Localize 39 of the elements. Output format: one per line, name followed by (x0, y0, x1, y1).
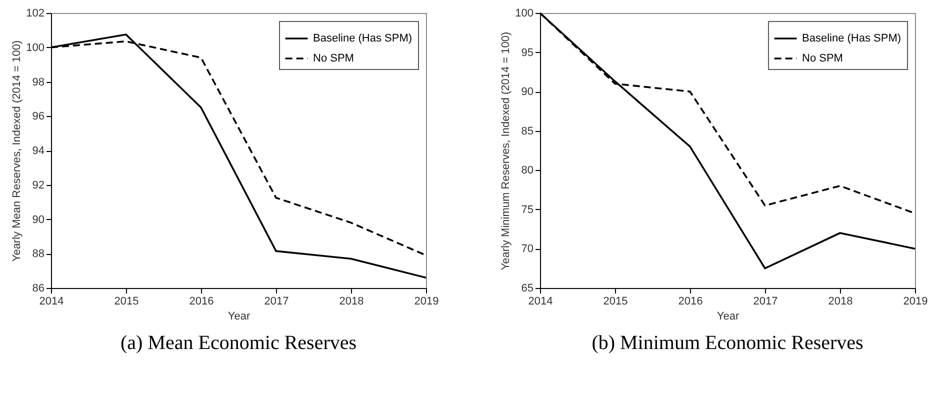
legend-label: Baseline (Has SPM) (313, 32, 412, 44)
x-tick-label: 2017 (753, 296, 778, 308)
y-axis-title: Yearly Minimum Reserves, Indexed (2014 = 100) (500, 32, 512, 270)
x-axis-title: Year (228, 310, 250, 322)
x-tick-label: 2014 (39, 296, 64, 308)
legend-label: No SPM (313, 52, 354, 64)
y-tick-label: 70 (521, 243, 534, 256)
legend-label: Baseline (Has SPM) (802, 32, 902, 44)
x-tick-label: 2019 (414, 296, 439, 308)
x-tick-label: 2019 (903, 296, 928, 308)
y-tick-label: 98 (32, 76, 44, 88)
y-tick-label: 75 (521, 204, 534, 216)
x-tick-label: 2014 (528, 296, 553, 308)
y-tick-label: 94 (32, 145, 44, 157)
y-tick-label: 85 (521, 125, 534, 138)
y-tick-label: 90 (32, 214, 44, 226)
text: (b) Minimum Economic Reserves (592, 332, 864, 354)
y-tick-label: 96 (32, 110, 44, 123)
x-tick-label: 2018 (339, 296, 364, 308)
x-axis-title: Year (716, 310, 740, 322)
y-tick-label: 88 (32, 248, 44, 260)
x-tick-label: 2016 (189, 296, 214, 308)
y-tick-label: 92 (32, 179, 44, 192)
y-tick-label: 65 (521, 282, 534, 294)
x-tick-label: 2015 (114, 296, 139, 308)
y-tick-label: 95 (521, 46, 534, 59)
x-tick-label: 2018 (828, 296, 853, 308)
y-tick-label: 90 (521, 86, 534, 98)
legend-label: No SPM (802, 52, 843, 64)
text: (a) Mean Economic Reserves (120, 332, 357, 354)
y-tick-label: 100 (26, 42, 44, 54)
y-tick-label: 80 (521, 164, 534, 177)
y-tick-label: 86 (32, 282, 44, 294)
x-tick-label: 2017 (264, 296, 289, 308)
x-tick-label: 2015 (603, 296, 628, 308)
x-tick-label: 2016 (678, 296, 703, 308)
y-axis-title: Yearly Mean Reserves, Indexed (2014 = 100) (11, 40, 24, 262)
y-tick-label: 102 (26, 8, 44, 20)
y-tick-label: 100 (515, 8, 534, 20)
